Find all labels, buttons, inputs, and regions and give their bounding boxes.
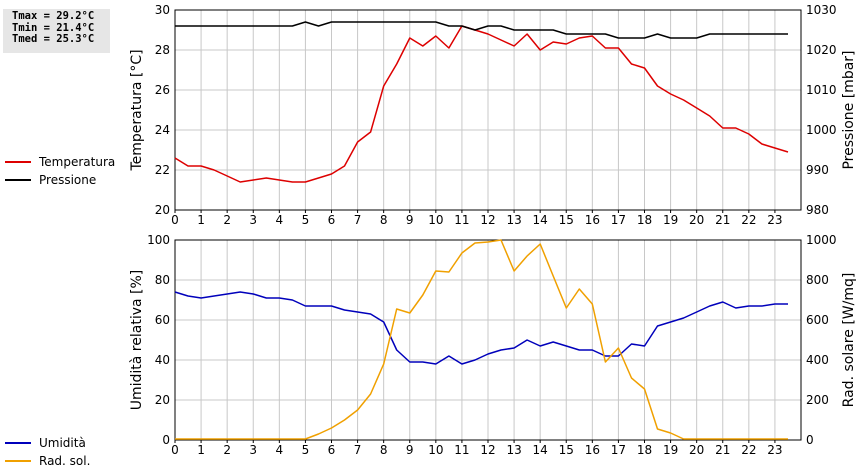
legend-item-humidity: Umidità xyxy=(5,434,90,452)
x-tick-label: 6 xyxy=(328,443,336,457)
y-tick-label: 30 xyxy=(155,3,170,17)
y2-tick-label: 1010 xyxy=(806,83,837,97)
y2-tick-label: 1020 xyxy=(806,43,837,57)
stat-tmax: Tmax = 29.2°C xyxy=(12,10,95,22)
x-tick-label: 12 xyxy=(480,213,495,227)
y2-axis-label: Rad. solare [W/mq] xyxy=(841,273,857,408)
y2-tick-label: 800 xyxy=(806,273,829,287)
x-tick-label: 19 xyxy=(663,213,678,227)
x-tick-label: 7 xyxy=(354,443,362,457)
y-tick-label: 60 xyxy=(155,313,170,327)
x-tick-label: 21 xyxy=(715,443,730,457)
series-line-humidity xyxy=(174,291,788,365)
y-tick-label: 22 xyxy=(155,163,170,177)
x-tick-label: 7 xyxy=(354,213,362,227)
y-axis-label: Umidità relativa [%] xyxy=(129,270,145,411)
legend-swatch-humidity xyxy=(5,442,31,444)
legend-swatch-pressure xyxy=(5,179,31,181)
y2-tick-label: 0 xyxy=(806,433,814,447)
x-tick-label: 5 xyxy=(302,213,310,227)
y-tick-label: 80 xyxy=(155,273,170,287)
y2-tick-label: 1030 xyxy=(806,3,837,17)
legend-top: Temperatura Pressione xyxy=(5,153,115,189)
series-line-radiation xyxy=(175,239,788,440)
x-tick-label: 20 xyxy=(689,443,704,457)
x-tick-label: 17 xyxy=(611,213,626,227)
x-tick-label: 2 xyxy=(223,443,231,457)
x-tick-label: 13 xyxy=(506,443,521,457)
x-tick-label: 0 xyxy=(171,443,179,457)
y-tick-label: 28 xyxy=(155,43,170,57)
charts-canvas: 0 1 2 3 4 5 6 7 8 9 10 11 12 13 14 15 16 17 18 19 20 21 22 2320… xyxy=(129,3,857,457)
legend-item-temperature: Temperatura xyxy=(5,153,115,171)
x-tick-label: 10 xyxy=(428,213,443,227)
x-tick-label: 4 xyxy=(276,213,284,227)
stat-tmin: Tmin = 21.4°C xyxy=(12,21,95,34)
x-tick-label: 17 xyxy=(611,443,626,457)
legend-swatch-temperature xyxy=(5,161,31,163)
x-tick-label: 12 xyxy=(480,443,495,457)
legend-swatch-radiation xyxy=(5,460,31,462)
x-tick-label: 20 xyxy=(689,213,704,227)
y2-axis-label: Pressione [mbar] xyxy=(841,50,857,169)
x-tick-label: 18 xyxy=(637,213,652,227)
legend-label-pressure: Pressione xyxy=(39,173,97,187)
series-line-temperature xyxy=(174,25,789,183)
x-tick-label: 9 xyxy=(406,213,414,227)
x-tick-label: 5 xyxy=(302,443,310,457)
x-tick-label: 0 xyxy=(171,213,179,227)
y2-tick-label: 980 xyxy=(806,203,829,217)
x-tick-label: 15 xyxy=(559,443,574,457)
legend-item-pressure: Pressione xyxy=(5,171,115,189)
y2-tick-label: 400 xyxy=(806,353,829,367)
x-tick-label: 14 xyxy=(533,213,548,227)
y-tick-label: 24 xyxy=(155,123,170,137)
chart-humidity-radiation: 0 1 2 3 4 5 6 7 8 9 10 11 12 13 14 15 16 17 18 19 20 21 22 2302… xyxy=(129,233,857,457)
x-tick-label: 9 xyxy=(406,443,414,457)
x-tick-label: 16 xyxy=(585,443,600,457)
x-tick-label: 22 xyxy=(741,443,756,457)
y-tick-label: 40 xyxy=(155,353,170,367)
x-tick-label: 18 xyxy=(637,443,652,457)
x-tick-label: 8 xyxy=(380,213,388,227)
x-tick-label: 22 xyxy=(741,213,756,227)
legend-label-temperature: Temperatura xyxy=(39,155,116,169)
x-tick-label: 14 xyxy=(533,443,548,457)
y-tick-label: 0 xyxy=(162,433,170,447)
x-tick-label: 2 xyxy=(223,213,231,227)
x-tick-label: 8 xyxy=(380,443,388,457)
y-axis-label: Temperatura [°C] xyxy=(129,49,145,171)
y2-tick-label: 200 xyxy=(806,393,829,407)
x-tick-label: 4 xyxy=(276,443,284,457)
x-tick-label: 1 xyxy=(197,443,205,457)
y2-tick-label: 990 xyxy=(806,163,829,177)
y2-tick-label: 1000 xyxy=(806,233,837,247)
y2-tick-label: 1000 xyxy=(806,123,837,137)
x-tick-label: 3 xyxy=(249,443,257,457)
y-tick-label: 26 xyxy=(155,83,170,97)
chart-temp-pressure: 0 1 2 3 4 5 6 7 8 9 10 11 12 13 14 15 16 17 18 19 20 21 22 2320… xyxy=(129,3,857,227)
y2-tick-label: 600 xyxy=(806,313,829,327)
x-tick-label: 3 xyxy=(249,213,257,227)
x-tick-label: 21 xyxy=(715,213,730,227)
x-tick-label: 13 xyxy=(506,213,521,227)
x-tick-label: 6 xyxy=(328,213,336,227)
x-tick-label: 16 xyxy=(585,213,600,227)
y-tick-label: 100 xyxy=(147,233,170,247)
x-tick-label: 10 xyxy=(428,443,443,457)
x-tick-label: 23 xyxy=(767,443,782,457)
y-tick-label: 20 xyxy=(155,203,170,217)
stats-box: Tmax = 29.2°C Tmin = 21.4°C Tmed = 25.3°… xyxy=(3,9,110,53)
x-tick-label: 11 xyxy=(454,443,469,457)
x-tick-label: 11 xyxy=(454,213,469,227)
x-tick-label: 19 xyxy=(663,443,678,457)
series-line-pressure xyxy=(175,21,788,39)
x-tick-label: 23 xyxy=(767,213,782,227)
x-tick-label: 1 xyxy=(197,213,205,227)
stat-tmed: Tmed = 25.3°C xyxy=(12,33,95,45)
y-tick-label: 20 xyxy=(155,393,170,407)
legend-label-humidity: Umidità xyxy=(39,436,86,450)
x-tick-label: 15 xyxy=(559,213,574,227)
